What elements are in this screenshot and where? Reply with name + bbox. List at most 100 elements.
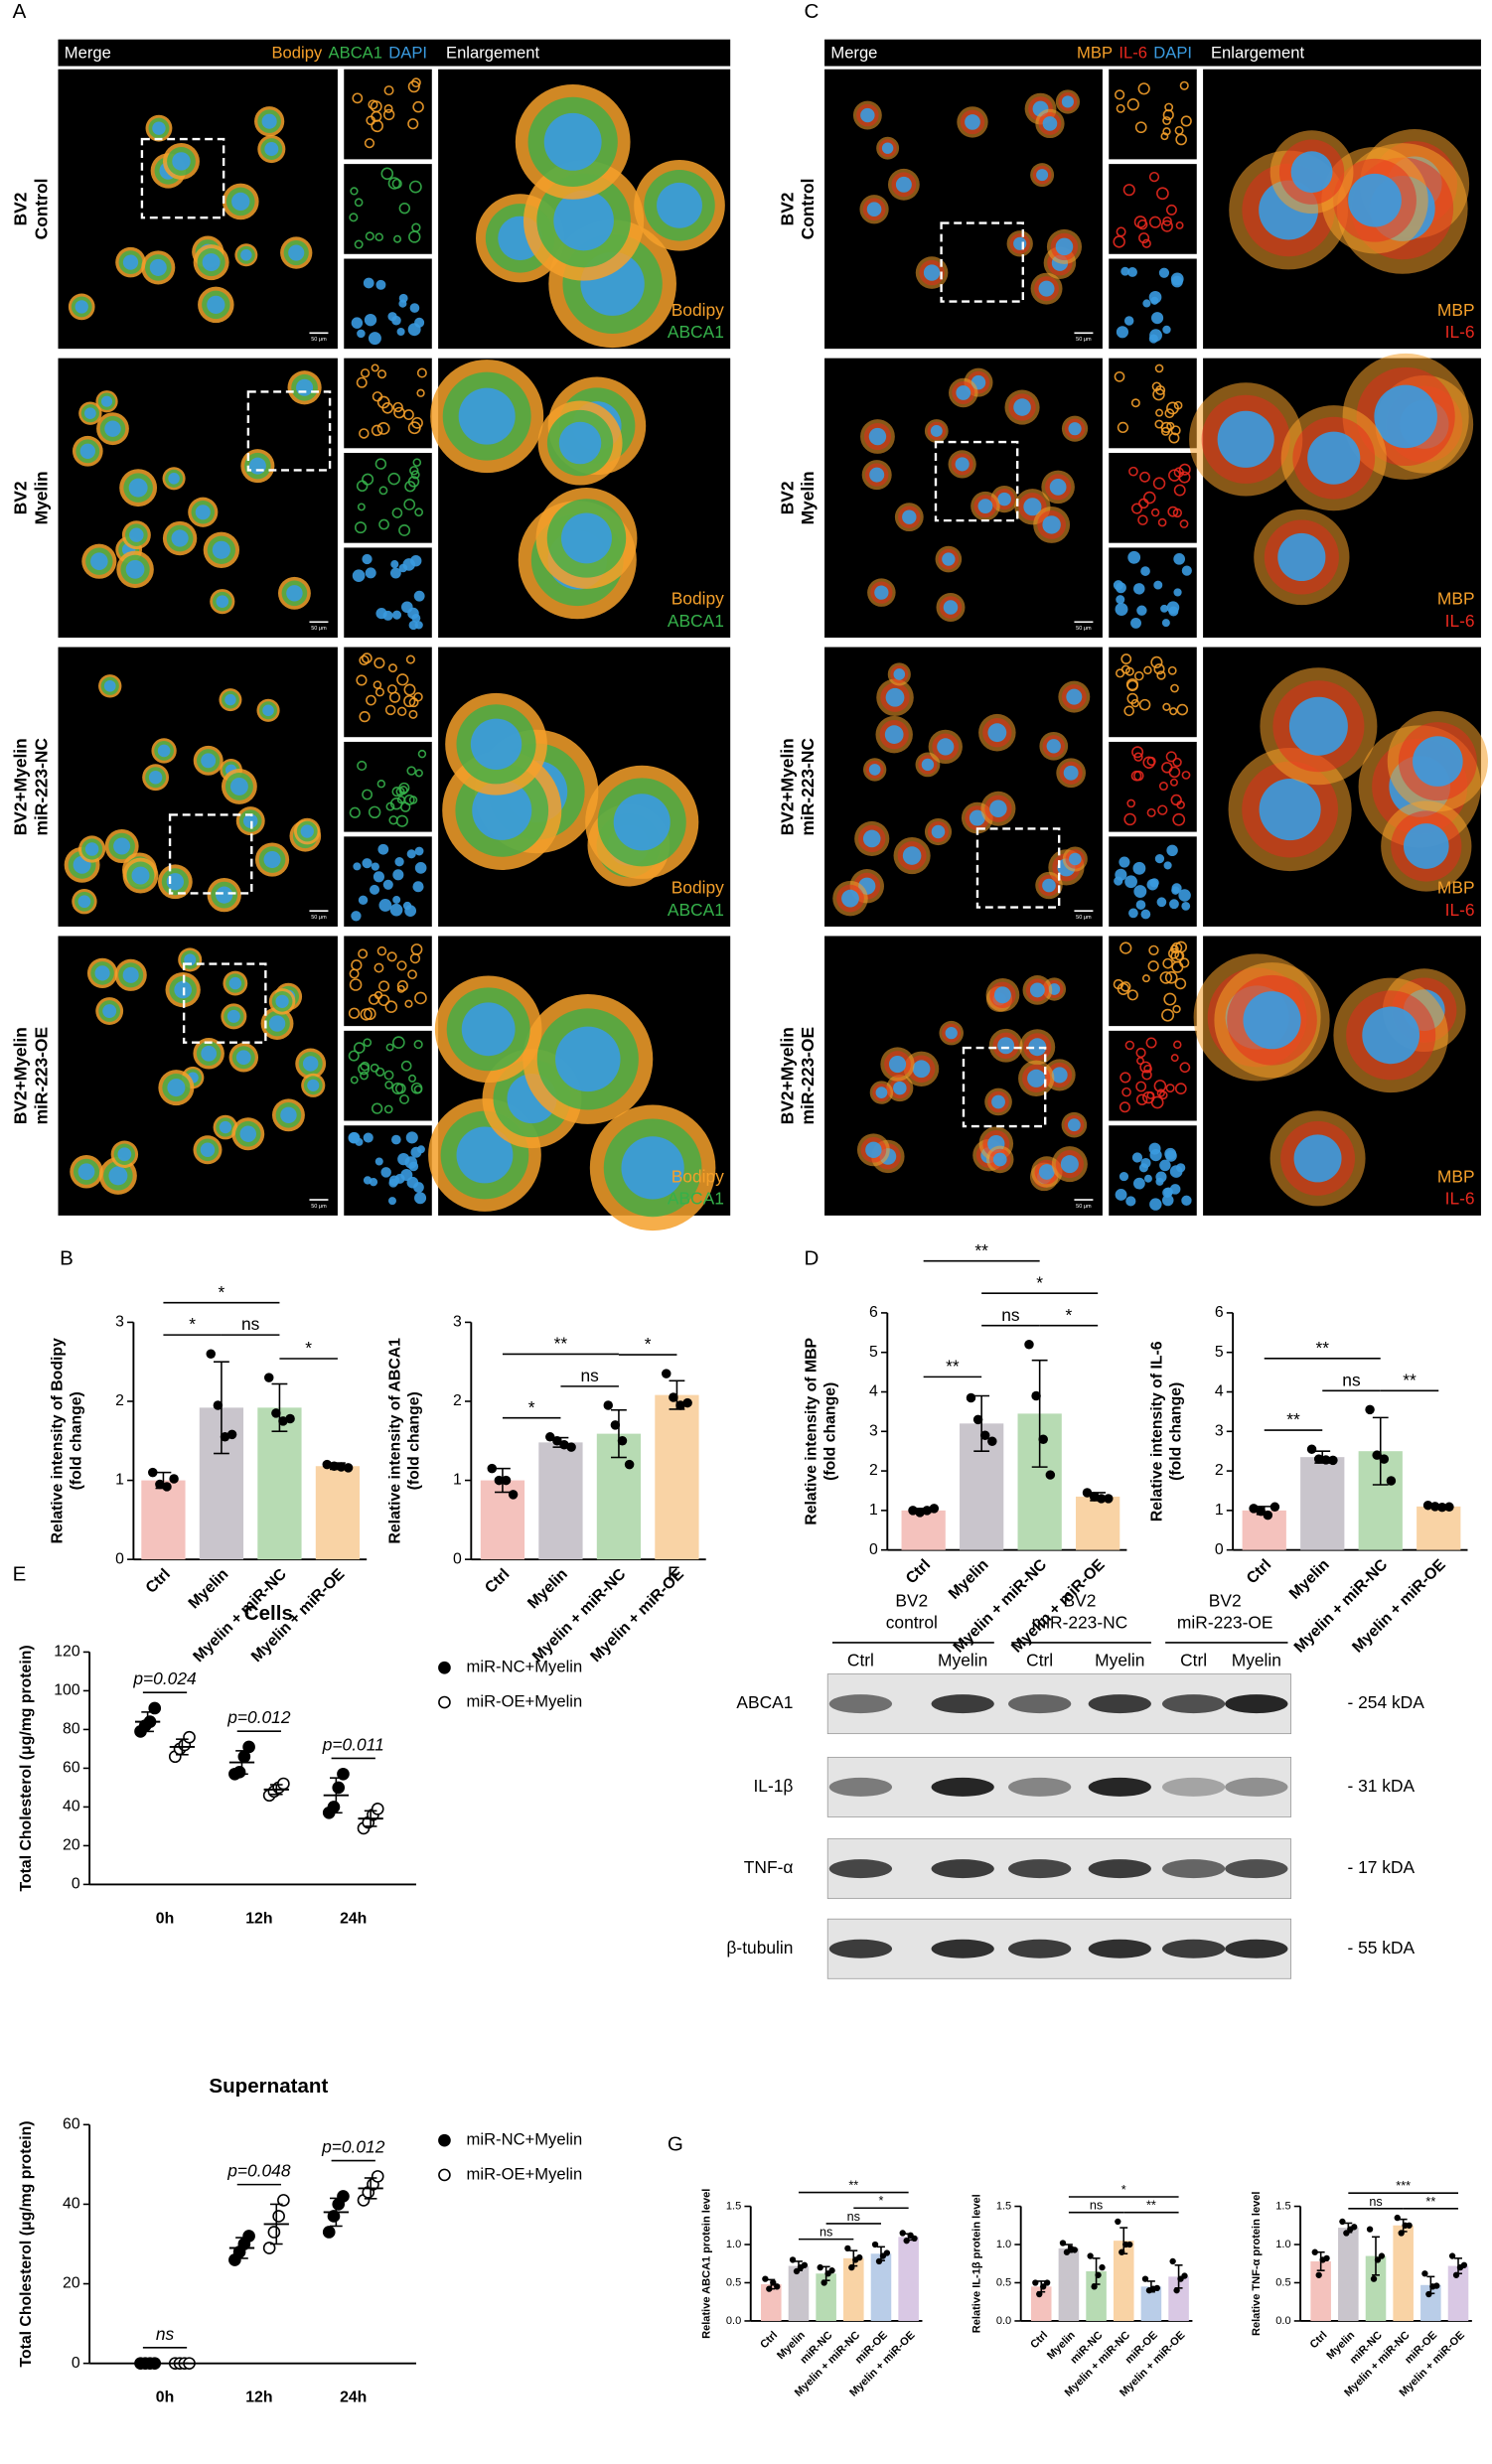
y-tick-label: 0.5 [726, 2276, 741, 2288]
cell-nucleus [942, 552, 956, 566]
y-tick-label: 1 [453, 1472, 462, 1489]
y-tick-label: 3 [1215, 1422, 1224, 1439]
data-point [1044, 2279, 1051, 2286]
channel-cell [1141, 1070, 1152, 1081]
channel-cell [391, 610, 402, 620]
channel-cell [397, 1153, 410, 1166]
cell-nucleus [1061, 95, 1074, 108]
bar [1393, 2225, 1414, 2321]
channel-cell [1162, 957, 1173, 969]
zoom-box [975, 827, 1061, 909]
data-point [844, 2245, 851, 2252]
y-tick-label: 20 [63, 2275, 80, 2292]
channel-cell [1149, 878, 1159, 888]
channel-cell [1173, 400, 1183, 410]
cell-nucleus [1403, 823, 1449, 869]
annotation: p=0.011 [322, 1734, 384, 1754]
channel-cell [377, 980, 390, 992]
bar [257, 1407, 302, 1560]
sig-label: * [528, 1397, 535, 1417]
channel-cell [370, 884, 380, 895]
channel-cell [352, 92, 364, 104]
channel-cell [356, 674, 368, 686]
channel-cell [1146, 807, 1156, 817]
cell-nucleus [129, 527, 144, 542]
legend-label: miR-OE+Myelin [467, 2164, 583, 2183]
data-point [966, 1392, 976, 1403]
channel-cell [382, 879, 393, 890]
blot-band [1088, 1694, 1151, 1714]
channel-cell [1131, 1152, 1143, 1163]
blot-band [931, 1859, 994, 1879]
cell-nucleus [261, 113, 277, 129]
y-tick-label: 1.0 [726, 2239, 741, 2250]
header-enlargement: Enlargement [446, 43, 539, 62]
data-point [766, 2285, 773, 2292]
bar [1086, 2270, 1107, 2321]
data-point [1422, 1500, 1433, 1511]
data-point [494, 1475, 505, 1486]
blot-band [1161, 1694, 1226, 1714]
data-point [1141, 2275, 1149, 2282]
channel-cell [357, 760, 368, 772]
sig-label: * [1066, 1305, 1073, 1325]
group-label: BV2 [1064, 1590, 1097, 1610]
cell-nucleus [956, 385, 971, 400]
channel-cell [1137, 514, 1148, 525]
channel-cell [1164, 102, 1174, 112]
cell-nucleus [79, 443, 95, 459]
data-point [371, 2170, 384, 2183]
channel-cell [1127, 550, 1141, 564]
data-point [856, 2253, 863, 2261]
channel-cell [376, 780, 386, 789]
channel-cell [1126, 989, 1138, 1001]
row-label: Myelin [31, 471, 51, 524]
data-point [979, 1430, 990, 1441]
y-tick-label: 0.0 [726, 2315, 741, 2327]
channel-cell [411, 222, 421, 232]
blot-band [1008, 1694, 1072, 1714]
data-point [883, 2249, 891, 2256]
data-point [226, 1429, 237, 1440]
channel-cell [370, 100, 382, 113]
channel-cell [1143, 665, 1152, 675]
y-tick-label: 4 [1215, 1383, 1224, 1400]
row-label: BV2+Myelin [11, 1027, 31, 1124]
sig-label: ** [554, 1334, 568, 1354]
sig-label: ** [1425, 2195, 1435, 2209]
channel-cell [1169, 899, 1179, 910]
y-tick-label: 5 [1215, 1344, 1224, 1361]
cell-nucleus [1288, 696, 1348, 756]
data-point [1096, 1494, 1107, 1504]
channel-cell [387, 472, 400, 486]
channel-cell [405, 654, 415, 664]
group-label: BV2 [895, 1590, 928, 1610]
y-axis-label: Relative intensity of ABCA1 [387, 1338, 404, 1544]
header-stain: DAPI [388, 43, 427, 62]
cell-nucleus [167, 1079, 186, 1097]
sig-label: ns [241, 1314, 260, 1334]
channel-cell [383, 103, 393, 113]
channel-cell [348, 1050, 360, 1062]
group-label: miR-223-NC [1032, 1613, 1128, 1633]
cell-nucleus [262, 704, 274, 717]
size-label: - 31 kDA [1348, 1776, 1416, 1796]
zoom-box [940, 221, 1024, 303]
channel-cell [1181, 771, 1191, 780]
channel-cell [1172, 757, 1182, 768]
scale-bar-label: 50 μm [1076, 1204, 1092, 1210]
cell-nucleus [216, 886, 233, 904]
channel-cell [371, 424, 383, 437]
data-point [1429, 1502, 1440, 1512]
channel-cell [1150, 655, 1163, 668]
channel-cell [1147, 960, 1159, 972]
channel-cell [360, 368, 371, 378]
y-tick-label: 4 [869, 1383, 878, 1400]
blot-band [828, 1694, 893, 1714]
data-point [817, 2263, 823, 2271]
cell-nucleus [228, 976, 242, 990]
data-point [669, 1392, 678, 1402]
bar [1030, 2286, 1052, 2321]
channel-cell [1127, 267, 1137, 277]
channel-cell [1135, 900, 1146, 910]
